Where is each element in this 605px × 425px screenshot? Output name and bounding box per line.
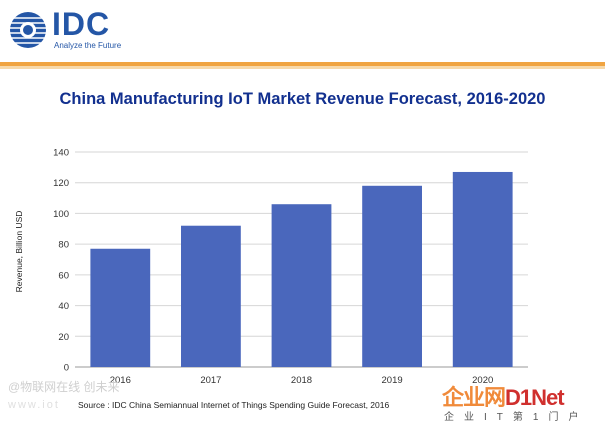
globe-icon [10,12,46,48]
source-note: Source : IDC China Semiannual Internet o… [78,400,390,410]
header-divider [0,62,605,66]
d1net-watermark: 企业网D1Net 企业IT第1门户 [442,380,602,424]
x-tick-label: 2016 [110,375,131,386]
header-divider-shadow [0,66,605,69]
y-tick-label: 140 [53,148,69,159]
logo-tagline: Analyze the Future [54,41,122,50]
d1net-brand-en: D1Net [505,385,565,410]
y-tick-label: 0 [64,363,69,374]
bar [90,248,151,367]
x-tick-label: 2018 [291,375,312,386]
watermark-left: @物联网在线 创未来 [8,380,120,394]
x-tick-label: 2019 [382,375,403,386]
d1net-brand-cn: 企业网 [442,385,506,410]
bar [452,171,513,367]
bar [181,225,241,367]
y-tick-label: 100 [53,209,69,220]
watermark-left-url: www.iot [8,399,60,411]
y-tick-label: 60 [58,270,69,281]
header: IDC Analyze the Future [0,0,605,62]
y-tick-label: 40 [58,301,69,312]
bar-chart: 0 20 40 60 80 100 120 140 2016 2017 2018 2019 2020 Re… [14,148,528,386]
chart-title: China Manufacturing IoT Market Revenue F… [59,90,546,108]
y-tick-label: 20 [58,332,69,343]
bar [271,204,332,367]
x-tick-label: 2017 [200,375,221,386]
idc-logo: IDC Analyze the Future [8,6,168,52]
logo-wordmark: IDC [52,6,111,42]
y-axis-label: Revenue, Billion USD [14,211,24,293]
y-tick-label: 120 [53,178,69,189]
y-tick-label: 80 [58,240,69,251]
d1net-slogan: 企业IT第1门户 [444,412,589,423]
bar [362,185,422,367]
x-tick-label: 2020 [472,375,493,386]
d1net-logo: 企业网D1Net [442,380,565,412]
